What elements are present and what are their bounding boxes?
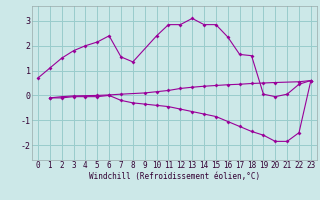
X-axis label: Windchill (Refroidissement éolien,°C): Windchill (Refroidissement éolien,°C) [89,172,260,181]
